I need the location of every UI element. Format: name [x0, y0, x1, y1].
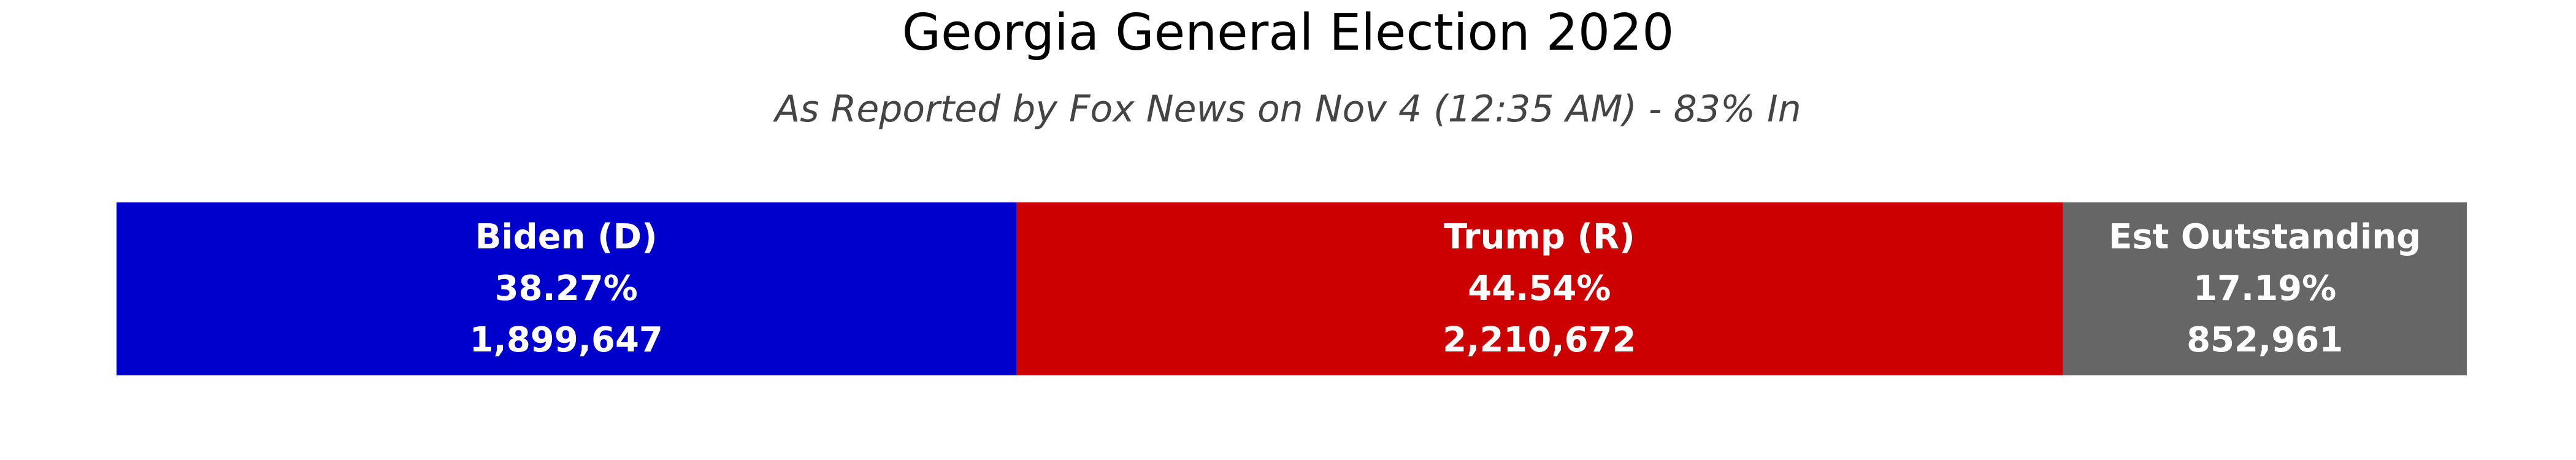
stacked-bar: Biden (D) 38.27% 1,899,647 Trump (R) 44.54% 2… [117, 202, 2467, 375]
bar-segment-2: Est Outstanding 17.19% 852,961 [2063, 202, 2467, 375]
segment-name-label: Biden (D) [475, 217, 657, 257]
segment-percent-label: 44.54% [1468, 269, 1611, 309]
chart-title: Georgia General Election 2020 [902, 4, 1674, 62]
segment-votes-label: 1,899,647 [469, 320, 663, 360]
segment-votes-label: 2,210,672 [1443, 320, 1636, 360]
segment-name-label: Trump (R) [1443, 217, 1635, 257]
segment-name-label: Est Outstanding [2109, 217, 2421, 257]
segment-votes-label: 852,961 [2187, 320, 2344, 360]
bar-segment-1: Trump (R) 44.54% 2,210,672 [1016, 202, 2063, 375]
segment-percent-label: 38.27% [494, 269, 638, 309]
bar-segment-0: Biden (D) 38.27% 1,899,647 [117, 202, 1016, 375]
chart-subtitle: As Reported by Fox News on Nov 4 (12:35 … [775, 88, 1801, 131]
segment-percent-label: 17.19% [2193, 269, 2337, 309]
